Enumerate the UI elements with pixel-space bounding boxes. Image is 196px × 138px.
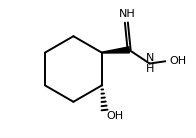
Text: N: N bbox=[145, 53, 154, 63]
Text: OH: OH bbox=[169, 56, 187, 66]
Polygon shape bbox=[102, 47, 129, 53]
Text: OH: OH bbox=[106, 111, 123, 121]
Text: NH: NH bbox=[119, 9, 135, 19]
Text: H: H bbox=[145, 64, 154, 74]
